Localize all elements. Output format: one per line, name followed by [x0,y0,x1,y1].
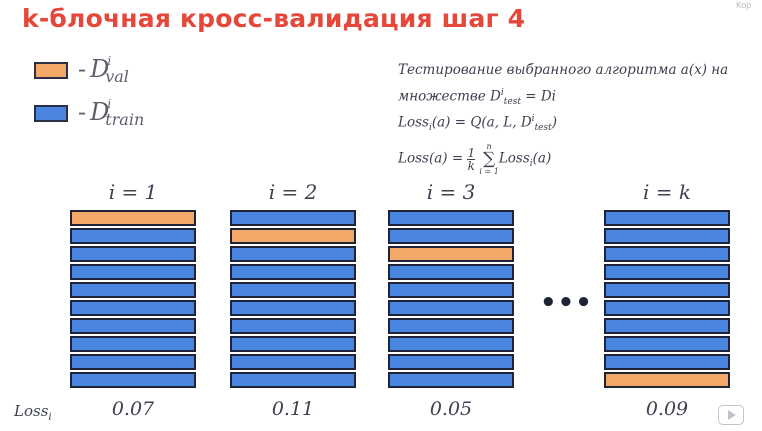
train-block [388,336,514,352]
validation-block [604,372,730,388]
loss-row-label-sub: i [48,412,52,423]
formula-line-3-middle: (a) = Q(a, L, D [431,114,532,131]
fold-column-1 [70,210,196,390]
formula-line-2: множестве Ditest = Di [398,88,556,107]
train-block [604,228,730,244]
formula-fraction: 1 k [467,145,476,173]
legend-val-sub: val [105,67,129,86]
train-block [604,354,730,370]
legend-train-symbol: D [90,98,110,126]
train-block [388,372,514,388]
train-block [70,246,196,262]
fold-label-3: i = 3 [426,180,476,204]
train-block [70,318,196,334]
formula-line-1: Тестирование выбранного алгоритма a(x) н… [398,62,729,78]
train-block [604,282,730,298]
formula-line-3-sup: i [531,114,535,124]
formula-line-2-sup: i [500,88,504,98]
train-block [70,282,196,298]
loss-row-label: Lossi [14,402,52,423]
formula-line-4-body-sub: i [529,159,533,170]
legend-val-symbol: D [90,55,110,83]
fold-column-k [604,210,730,390]
fold-label-1: i = 1 [108,180,158,204]
formula-line-4-body-suffix: (a) [532,150,552,167]
train-block [388,318,514,334]
corner-label: Кор [736,0,752,10]
legend-train-swatch [34,105,68,122]
formula-line-3: Lossi(a) = Q(a, L, Ditest) [398,114,557,133]
loss-value-1: 0.07 [111,398,155,420]
formula-fraction-num: 1 [467,145,476,160]
validation-block [230,228,356,244]
train-block [230,264,356,280]
train-block [604,318,730,334]
legend-train-dash: - [78,98,87,126]
legend-train-sup: i [107,97,112,111]
formula-sum-bottom: i = 1 [479,167,499,176]
train-block [388,282,514,298]
train-block [70,264,196,280]
formula-fraction-den: k [467,158,475,173]
train-block [604,246,730,262]
slide-title: k-блочная кросс-валидация шаг 4 [22,4,526,33]
train-block [230,210,356,226]
formula-line-3-sub: i [428,123,432,134]
formula-line-4: Loss(a) = 1 k n ∑ i = 1 Lossi(a) [398,142,551,176]
train-block [388,264,514,280]
loss-value-2: 0.11 [271,398,315,420]
loss-value-3: 0.05 [429,398,473,420]
train-block [230,354,356,370]
loss-value-k: 0.09 [645,398,689,420]
legend-val-dash: - [78,55,87,83]
validation-block [388,246,514,262]
formula-line-2-suffix: = Di [520,88,556,105]
train-block [388,354,514,370]
train-block [70,228,196,244]
train-block [604,300,730,316]
legend-train-sub: train [105,110,145,129]
legend-val-label: - Dival [78,54,129,86]
formula-line-2-sub: test [503,97,521,108]
ellipsis: ••• [540,288,593,318]
train-block [230,282,356,298]
formula-line-4-prefix: Loss(a) = [398,150,468,167]
train-block [230,246,356,262]
loss-row-label-text: Loss [14,402,49,420]
formula-line-3-sub2: test [534,123,552,134]
train-block [388,210,514,226]
formula-line-3-suffix: ) [551,114,558,131]
train-block [604,336,730,352]
train-block [388,228,514,244]
train-block [230,300,356,316]
formula-line-2-prefix: множестве D [398,88,501,105]
legend-train-label: - Ditrain [78,97,144,129]
train-block [604,264,730,280]
fold-label-2: i = 2 [268,180,318,204]
validation-block [70,210,196,226]
fold-label-k: i = k [643,180,691,204]
train-block [70,372,196,388]
train-block [388,300,514,316]
formula-line-3-prefix: Loss [398,114,429,131]
play-icon[interactable] [718,405,744,425]
legend-val-swatch [34,62,68,79]
train-block [230,318,356,334]
train-block [70,354,196,370]
fold-column-2 [230,210,356,390]
train-block [230,336,356,352]
formula-sum: n ∑ i = 1 [479,142,498,176]
sum-icon: ∑ [483,149,496,169]
train-block [70,300,196,316]
formula-sum-top: n [486,142,492,151]
train-block [230,372,356,388]
fold-column-3 [388,210,514,390]
formula-line-4-body: Loss [498,150,530,167]
train-block [70,336,196,352]
train-block [604,210,730,226]
legend-val-sup: i [107,54,112,68]
